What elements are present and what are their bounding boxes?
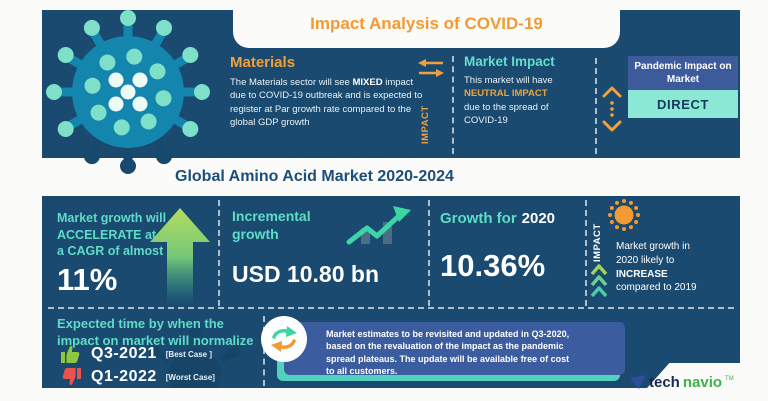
normalize-heading-line2: impact on market will normalize <box>57 332 254 348</box>
dashed-divider <box>585 200 587 306</box>
incremental-heading-line1: Incremental <box>232 208 311 224</box>
market-impact-line3: COVID-19 <box>464 115 508 127</box>
market-impact-em: NEUTRAL IMPACT <box>464 88 548 100</box>
pandemic-impact-label: Pandemic Impact on Market <box>628 56 738 90</box>
virus-sun-icon <box>608 199 640 231</box>
incremental-value: USD 10.80 bn <box>232 261 379 287</box>
pandemic-impact-box: Pandemic Impact on Market DIRECT <box>628 56 738 118</box>
dashed-divider <box>452 56 454 154</box>
dashed-divider <box>218 200 220 306</box>
market-impact-heading: Market Impact <box>464 54 555 69</box>
materials-body-em: MIXED <box>352 77 383 88</box>
refresh-icon <box>271 326 297 352</box>
band: Global Amino Acid Market 2020-2024 <box>42 158 740 196</box>
market-impact-line2: due to the spread of <box>464 101 549 113</box>
incremental-growth-section: Incremental growth USD 10.80 bn <box>232 208 379 288</box>
growth-2020-section: Growth for 2020 10.36% <box>440 210 555 283</box>
impact-outlook-text: Market growth in 2020 likely to INCREASE… <box>616 240 738 295</box>
worst-case-row: Q1-2022 [Worst Case] <box>60 367 215 387</box>
cagr-line2: ACCELERATE at <box>57 227 157 242</box>
growth-arrow-icon <box>150 208 210 306</box>
growth-2020-value: 10.36% <box>440 248 546 283</box>
growth-2020-prefix: Growth for <box>440 210 517 227</box>
cagr-value: 11% <box>57 261 118 297</box>
normalize-section: Expected time by when the impact on mark… <box>57 316 254 350</box>
impact-vertical-label-top: IMPACT <box>420 105 431 144</box>
materials-body: The Materials sector will see MIXED impa… <box>230 76 428 130</box>
technavio-logo-icon <box>630 375 646 389</box>
growth-2020-year: 2020 <box>521 210 556 227</box>
dashed-divider <box>428 200 430 306</box>
trend-line-icon <box>346 206 411 245</box>
dashed-divider <box>48 307 734 309</box>
coronavirus-illustration-icon <box>46 10 210 174</box>
note-line1: Market estimates to be revisited and upd… <box>326 329 570 339</box>
chevrons-up-icon <box>590 264 608 298</box>
cagr-line3: a CAGR of almost <box>57 244 164 258</box>
outlook-line1: Market growth in <box>616 241 690 252</box>
cagr-section: Market growth will ACCELERATE at a CAGR … <box>57 210 166 297</box>
market-impact-section: Market Impact This market will have NEUT… <box>464 54 592 128</box>
note-box: Market estimates to be revisited and upd… <box>284 322 625 377</box>
page-title: Impact Analysis of COVID-19 <box>310 14 543 33</box>
materials-heading: Materials <box>230 54 296 71</box>
technavio-logo: tech navio TM <box>630 374 734 391</box>
best-case-row: Q3-2021 [Best Case ] <box>60 344 212 364</box>
market-title: Global Amino Acid Market 2020-2024 <box>175 168 454 185</box>
materials-body-post: impact due to COVID-19 outbreak and is e… <box>230 77 423 129</box>
logo-trademark: TM <box>725 376 734 382</box>
impact-vertical-label-stats: IMPACT <box>592 223 603 262</box>
market-impact-body: This market will have NEUTRAL IMPACT due… <box>464 74 592 128</box>
dashed-divider <box>595 58 597 154</box>
outlook-line2: 2020 likely to <box>616 254 675 266</box>
best-case-label: [Best Case ] <box>165 349 213 359</box>
thumbs-down-icon <box>62 368 81 386</box>
logo-text-tech: tech <box>649 374 680 391</box>
growth-2020-heading: Growth for 2020 <box>440 210 555 227</box>
materials-section: Materials The Materials sector will see … <box>230 54 428 130</box>
pandemic-impact-value: DIRECT <box>628 90 738 118</box>
market-impact-line1: This market will have <box>464 75 553 86</box>
up-down-arrow-icon <box>602 86 622 132</box>
incremental-heading-line2: growth <box>232 225 279 242</box>
worst-case-value: Q1-2022 <box>91 368 157 385</box>
outlook-line3: compared to 2019 <box>616 282 697 294</box>
note-line2: based on the revaluation of the impact a… <box>326 341 564 352</box>
best-case-value: Q3-2021 <box>91 345 157 362</box>
materials-body-pre: The Materials sector will see <box>230 77 353 88</box>
worst-case-label: [Worst Case] <box>165 372 215 382</box>
thumbs-up-icon <box>61 345 80 363</box>
title-box: Impact Analysis of COVID-19 <box>233 0 620 48</box>
refresh-badge <box>261 316 307 362</box>
note-line4: to all customers. <box>326 366 398 377</box>
logo-text-navio: navio <box>682 374 723 391</box>
outlook-em: INCREASE <box>616 268 668 280</box>
virus-watermark-icon <box>150 325 240 388</box>
note-line3: spread plateaus. The update will be avai… <box>326 353 570 364</box>
cagr-line1: Market growth will <box>57 211 167 225</box>
impact-arrows-icon <box>418 59 444 77</box>
normalize-heading-line1: Expected time by when the <box>57 316 224 331</box>
